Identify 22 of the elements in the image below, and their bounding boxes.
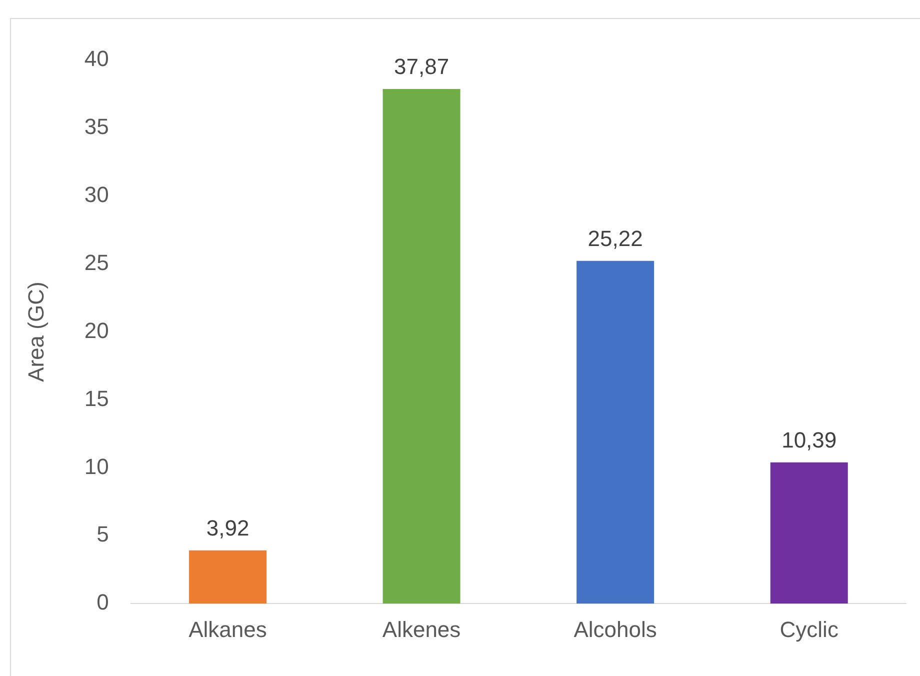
data-label: 25,22 [588,226,643,251]
x-tick-label: Alkanes [188,616,267,642]
y-tick-label: 25 [84,250,109,275]
bar [576,260,654,604]
y-tick-label: 20 [84,318,109,343]
bar [770,462,848,604]
y-tick-label: 40 [84,46,109,72]
data-label: 10,39 [782,427,837,452]
y-axis-title: Area (GC) [23,282,48,382]
bar [382,88,460,604]
bar [189,550,267,604]
y-tick-label: 5 [96,522,109,547]
data-label: 3,92 [206,515,250,540]
x-tick-label: Alcohols [574,616,657,642]
x-tick-label: Alkenes [382,616,461,642]
y-tick-label: 15 [84,386,109,411]
y-tick-label: 0 [96,590,109,615]
y-tick-label: 35 [84,114,109,140]
x-tick-label: Cyclic [780,616,838,642]
data-label: 37,87 [394,54,450,80]
y-tick-label: 10 [84,454,109,479]
y-tick-label: 30 [84,182,109,207]
